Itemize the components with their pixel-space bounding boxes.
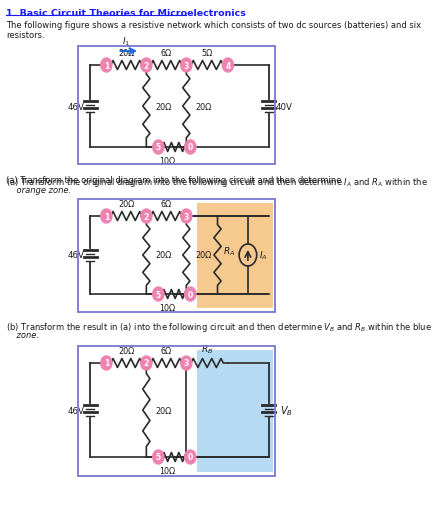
Text: 0: 0 bbox=[188, 453, 193, 462]
Text: 20Ω: 20Ω bbox=[155, 406, 171, 415]
Text: (a) Transform the original diagram into the following circuit and then determine: (a) Transform the original diagram into … bbox=[6, 176, 428, 189]
Circle shape bbox=[185, 450, 196, 464]
Text: $R_A$: $R_A$ bbox=[223, 245, 235, 258]
Text: 1: 1 bbox=[104, 359, 109, 368]
Circle shape bbox=[185, 288, 196, 301]
Text: 20Ω: 20Ω bbox=[155, 251, 171, 260]
Circle shape bbox=[141, 59, 152, 73]
Text: 5Ω: 5Ω bbox=[202, 49, 213, 58]
Bar bbox=[78, 346, 275, 476]
Text: 40V: 40V bbox=[276, 102, 292, 111]
Text: 0: 0 bbox=[188, 290, 193, 299]
Circle shape bbox=[181, 210, 192, 223]
Text: $I_1$: $I_1$ bbox=[122, 35, 131, 47]
Circle shape bbox=[153, 450, 164, 464]
Text: 5: 5 bbox=[156, 453, 161, 462]
Text: 6Ω: 6Ω bbox=[161, 49, 172, 58]
Text: 3: 3 bbox=[184, 212, 189, 221]
Text: 20Ω: 20Ω bbox=[118, 49, 135, 58]
Text: 20Ω: 20Ω bbox=[195, 102, 211, 111]
Text: 6Ω: 6Ω bbox=[161, 200, 172, 209]
Text: 10Ω: 10Ω bbox=[159, 303, 175, 313]
Circle shape bbox=[222, 59, 233, 73]
Circle shape bbox=[181, 356, 192, 370]
Circle shape bbox=[141, 210, 152, 223]
Text: 2: 2 bbox=[144, 212, 149, 221]
Circle shape bbox=[153, 140, 164, 155]
Text: 3: 3 bbox=[184, 62, 189, 70]
Text: 20Ω: 20Ω bbox=[155, 102, 171, 111]
Text: $R_B$: $R_B$ bbox=[201, 343, 213, 355]
Text: 5: 5 bbox=[156, 143, 161, 152]
Text: 46V: 46V bbox=[67, 251, 85, 260]
Text: 46V: 46V bbox=[67, 406, 85, 415]
Text: 3: 3 bbox=[184, 359, 189, 368]
Text: resistors.: resistors. bbox=[6, 31, 45, 40]
Bar bbox=[78, 47, 275, 165]
Text: 1: 1 bbox=[104, 62, 109, 70]
Circle shape bbox=[153, 288, 164, 301]
Bar bbox=[197, 204, 273, 308]
Text: 20Ω: 20Ω bbox=[118, 200, 135, 209]
Text: 2: 2 bbox=[144, 359, 149, 368]
Text: 6Ω: 6Ω bbox=[161, 346, 172, 355]
Text: zone.: zone. bbox=[6, 330, 39, 340]
Circle shape bbox=[185, 140, 196, 155]
Text: 0: 0 bbox=[188, 143, 193, 152]
Text: (b) Transform the result in (a) into the following circuit and then determine $V: (b) Transform the result in (a) into the… bbox=[6, 320, 432, 333]
Text: orange zone.: orange zone. bbox=[6, 186, 71, 194]
Text: 1. Basic Circuit Theories for Microelectronics: 1. Basic Circuit Theories for Microelect… bbox=[6, 9, 246, 18]
Text: 20Ω: 20Ω bbox=[118, 346, 135, 355]
Text: (a) Transform the original diagram into the following circuit and then determine: (a) Transform the original diagram into … bbox=[6, 176, 345, 185]
Circle shape bbox=[141, 356, 152, 370]
Circle shape bbox=[181, 59, 192, 73]
Text: $I_A$: $I_A$ bbox=[259, 249, 268, 262]
Circle shape bbox=[101, 356, 112, 370]
Text: 46V: 46V bbox=[67, 102, 85, 111]
Circle shape bbox=[101, 59, 112, 73]
Text: The following figure shows a resistive network which consists of two dc sources : The following figure shows a resistive n… bbox=[6, 21, 422, 30]
Bar bbox=[197, 350, 273, 472]
Text: $V_B$: $V_B$ bbox=[280, 403, 293, 417]
Text: 2: 2 bbox=[144, 62, 149, 70]
Text: 4: 4 bbox=[225, 62, 230, 70]
Bar bbox=[78, 200, 275, 313]
Text: 10Ω: 10Ω bbox=[159, 466, 175, 475]
Text: 5: 5 bbox=[156, 290, 161, 299]
Text: 10Ω: 10Ω bbox=[159, 157, 175, 165]
Text: 20Ω: 20Ω bbox=[195, 251, 211, 260]
Text: 1: 1 bbox=[104, 212, 109, 221]
Circle shape bbox=[101, 210, 112, 223]
